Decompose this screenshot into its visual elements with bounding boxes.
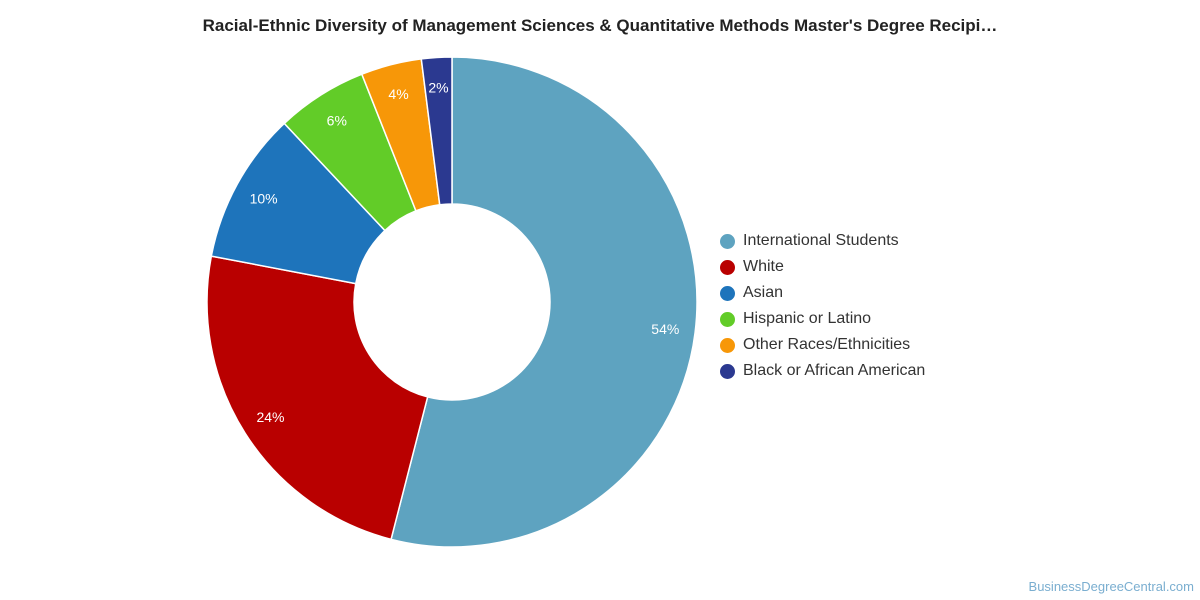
legend-item[interactable]: Hispanic or Latino [720,306,925,332]
legend-swatch-icon [720,363,735,379]
legend-item[interactable]: Asian [720,280,925,306]
legend-swatch-icon [720,233,735,249]
legend-swatch-icon [720,259,735,275]
site-watermark[interactable]: BusinessDegreeCentral.com [1028,579,1194,594]
chart-legend: International Students White Asian Hispanic… [720,228,925,384]
legend-swatch-icon [720,337,735,353]
slice-label: 10% [250,190,278,206]
legend-item[interactable]: International Students [720,228,925,254]
slice-label: 2% [428,79,448,95]
slice-label: 24% [256,409,284,425]
legend-item[interactable]: Other Races/Ethnicities [720,332,925,358]
slice-white[interactable] [206,255,429,541]
legend-swatch-icon [720,311,735,327]
slice-labels-layer: 54% 24% 10% 6% 4% 2% [250,79,680,425]
legend-item[interactable]: White [720,254,925,280]
chart-title: Racial-Ethnic Diversity of Management Sc… [202,16,998,35]
slice-label: 6% [327,112,347,128]
legend-label: Asian [743,284,784,301]
slice-black-or-african-american[interactable] [420,56,453,206]
slices-layer [206,56,698,548]
legend-swatch-icon [720,285,735,301]
legend-item[interactable]: Black or African American [720,358,925,384]
slice-label: 54% [651,321,679,337]
legend-label: Other Races/Ethnicities [743,336,911,353]
legend-label: International Students [743,232,899,249]
legend-label: White [743,258,784,275]
slice-international-students[interactable] [390,56,698,548]
legend-label: Hispanic or Latino [743,310,872,327]
slice-label: 4% [388,86,408,102]
legend-label: Black or African American [743,362,926,379]
